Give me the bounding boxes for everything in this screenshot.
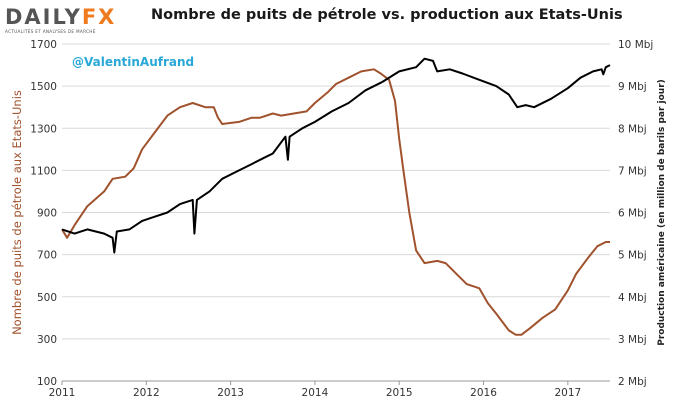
right-axis-ticks: 2 Mbj 3 Mbj 4 Mbj 5 Mbj 6 Mbj 7 Mbj 8 Mbj 9 Mbj… <box>618 39 653 388</box>
y-tick-label: 300 <box>37 334 57 346</box>
y2-tick-label: 2 Mbj <box>618 376 647 388</box>
logo-part-a: DAILY <box>5 5 82 29</box>
y-tick-label: 1700 <box>30 39 57 51</box>
x-tick-label: 2012 <box>133 387 160 399</box>
y2-tick-label: 6 Mbj <box>618 208 647 220</box>
annotation-handle: @ValentinAufrand <box>72 55 194 69</box>
y-tick-label: 1500 <box>30 81 57 93</box>
left-axis-ticks: 100 300 500 700 900 1100 1300 1500 1700 <box>30 39 57 388</box>
y-tick-label: 500 <box>37 292 57 304</box>
y-tick-label: 1100 <box>30 165 57 177</box>
x-tick-label: 2017 <box>554 387 581 399</box>
y2-tick-label: 10 Mbj <box>618 39 653 51</box>
y-tick-label: 900 <box>37 208 57 220</box>
x-tick-label: 2016 <box>470 387 497 399</box>
y2-tick-label: 7 Mbj <box>618 165 647 177</box>
y-tick-label: 100 <box>37 376 57 388</box>
y-tick-label: 1300 <box>30 123 57 135</box>
y2-tick-label: 4 Mbj <box>618 292 647 304</box>
x-tick-label: 2014 <box>302 387 329 399</box>
logo-wordmark: DAILYFX <box>5 6 131 28</box>
right-axis-label: Production américaine (en million de bar… <box>656 79 667 346</box>
logo-part-b: FX <box>81 5 117 29</box>
chart-title: Nombre de puits de pétrole vs. productio… <box>151 7 623 23</box>
y2-tick-label: 9 Mbj <box>618 81 647 93</box>
left-axis-label: Nombre de puits de pétrole aux Etats-Uni… <box>10 90 24 335</box>
y2-tick-label: 5 Mbj <box>618 250 647 262</box>
x-axis-ticks: 2011 2012 2013 2014 2015 2016 2017 <box>49 381 581 399</box>
y2-tick-label: 3 Mbj <box>618 334 647 346</box>
y2-tick-label: 8 Mbj <box>618 123 647 135</box>
dailyfx-logo: DAILYFX ACTUALITÉS ET ANALYSES DE MARCHÉ <box>5 6 131 38</box>
rig-count-line <box>61 68 610 336</box>
logo-tagline: ACTUALITÉS ET ANALYSES DE MARCHÉ <box>5 29 96 34</box>
x-tick-label: 2011 <box>49 387 76 399</box>
y-tick-label: 700 <box>37 250 57 262</box>
x-tick-label: 2015 <box>386 387 413 399</box>
production-line <box>61 57 611 254</box>
x-tick-label: 2013 <box>217 387 244 399</box>
series-lines <box>61 57 611 336</box>
